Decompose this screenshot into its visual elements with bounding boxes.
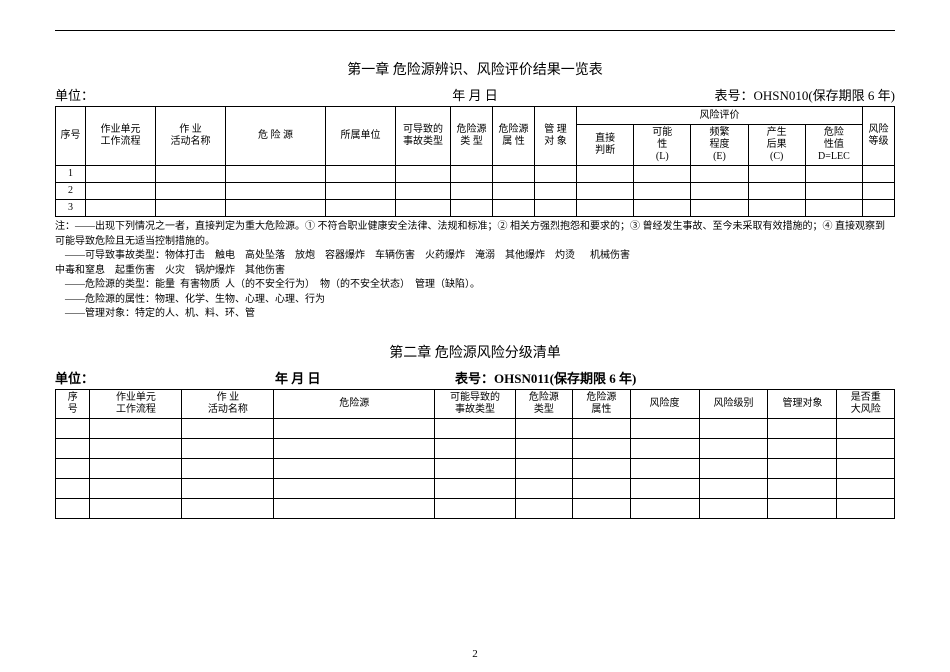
col-mgmt: 管 理对 象	[535, 107, 577, 166]
chapter2-section: 第二章 危险源风险分级清单 单位： 年 月 日 表号：OHSN011(保存期限 …	[55, 342, 895, 519]
table2-body	[56, 418, 895, 518]
risk-classification-table: 序号 作业单元工作流程 作 业活动名称 危险源 可能导致的事故类型 危险源类型 …	[55, 389, 895, 519]
col-activity: 作 业活动名称	[156, 107, 226, 166]
chapter1-section: 第一章 危险源辨识、风险评价结果一览表 单位： 年 月 日 表号：OHSN010…	[55, 59, 895, 322]
hazard-identification-table: 序号 作业单元工作流程 作 业活动名称 危 险 源 所属单位 可导致的事故类型 …	[55, 106, 895, 217]
top-horizontal-rule	[55, 30, 895, 31]
row-num: 3	[56, 200, 86, 217]
chapter1-title: 第一章 危险源辨识、风险评价结果一览表	[55, 59, 895, 79]
table-row	[56, 438, 895, 458]
col2-activity: 作 业活动名称	[182, 389, 274, 418]
table1-body: 1 2 3	[56, 166, 895, 217]
col2-major: 是否重大风险	[837, 389, 895, 418]
page-number: 2	[0, 648, 950, 660]
table-row	[56, 458, 895, 478]
chapter2-title: 第二章 危险源风险分级清单	[55, 342, 895, 362]
col-hazard: 危 险 源	[226, 107, 326, 166]
col2-risk-level: 风险级别	[699, 389, 768, 418]
table-row	[56, 478, 895, 498]
col2-accident: 可能导致的事故类型	[435, 389, 515, 418]
col-hazard-attr: 危险源属 性	[493, 107, 535, 166]
chapter2-header-row: 单位： 年 月 日 表号：OHSN011(保存期限 6 年)	[55, 368, 895, 387]
col-direct: 直接判断	[577, 125, 634, 166]
table-row: 3	[56, 200, 895, 217]
col-level: 风险等级	[863, 107, 895, 166]
row-num: 1	[56, 166, 86, 183]
col-C: 产生后果(C)	[748, 125, 805, 166]
col2-hazard: 危险源	[274, 389, 435, 418]
form-number: 表号：OHSN010(保存期限 6 年)	[615, 85, 895, 104]
unit-label: 单位：	[55, 85, 335, 104]
col-dept: 所属单位	[326, 107, 396, 166]
row-num: 2	[56, 183, 86, 200]
table-row	[56, 418, 895, 438]
col2-hazard-type: 危险源类型	[515, 389, 572, 418]
col-seq: 序号	[56, 107, 86, 166]
col-D: 危险性值D=LEC	[805, 125, 862, 166]
col-eval-group: 风险评价	[577, 107, 863, 125]
date-label: 年 月 日	[335, 85, 615, 104]
col2-seq: 序号	[56, 389, 90, 418]
col2-mgmt: 管理对象	[768, 389, 837, 418]
col2-work-unit: 作业单元工作流程	[90, 389, 182, 418]
date-label-2: 年 月 日	[275, 368, 455, 387]
table-row: 1	[56, 166, 895, 183]
col-accident: 可导致的事故类型	[396, 107, 451, 166]
col-L: 可能性(L)	[634, 125, 691, 166]
table-row: 2	[56, 183, 895, 200]
chapter1-header-row: 单位： 年 月 日 表号：OHSN010(保存期限 6 年)	[55, 85, 895, 104]
form-number-2: 表号：OHSN011(保存期限 6 年)	[455, 368, 895, 387]
table-row	[56, 498, 895, 518]
unit-label-2: 单位：	[55, 368, 275, 387]
col2-risk: 风险度	[630, 389, 699, 418]
col2-hazard-attr: 危险源属性	[573, 389, 630, 418]
col-E: 频繁程度(E)	[691, 125, 748, 166]
chapter1-notes: 注：——出现下列情况之一者，直接判定为重大危险源。① 不符合职业健康安全法律、法…	[55, 220, 895, 322]
col-work-unit: 作业单元工作流程	[86, 107, 156, 166]
col-hazard-type: 危险源类 型	[451, 107, 493, 166]
